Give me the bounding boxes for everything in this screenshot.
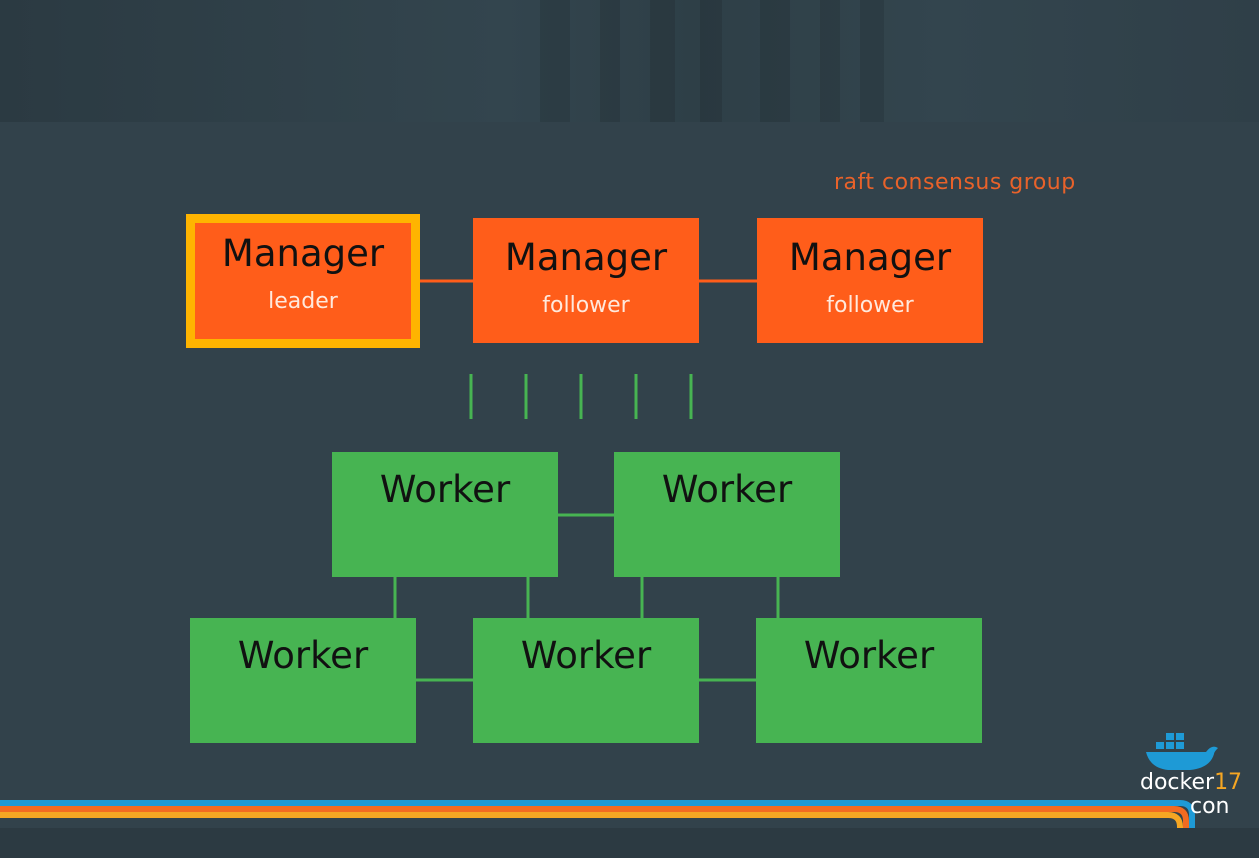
manager-follower-node: Manager follower xyxy=(473,218,699,343)
manager-title: Manager xyxy=(221,232,385,275)
logo-number: 17 xyxy=(1214,770,1243,795)
manager-role: follower xyxy=(542,293,630,318)
worker-title: Worker xyxy=(237,634,369,677)
worker-title: Worker xyxy=(520,634,652,677)
logo-suffix: con xyxy=(1190,794,1230,819)
manager-title: Manager xyxy=(788,236,952,279)
manager-role: leader xyxy=(268,289,338,314)
worker-node: Worker xyxy=(614,452,840,577)
manager-leader-node: Manager leader xyxy=(186,214,420,348)
header-band xyxy=(0,0,1259,122)
logo-wordmark: docker17 xyxy=(1140,770,1243,795)
worker-node: Worker xyxy=(473,618,699,743)
worker-node: Worker xyxy=(756,618,982,743)
manager-title: Manager xyxy=(504,236,668,279)
manager-follower-node: Manager follower xyxy=(757,218,983,343)
docker-whale-icon xyxy=(1146,733,1218,770)
worker-title: Worker xyxy=(803,634,935,677)
bottom-stripes xyxy=(0,800,1259,858)
raft-consensus-caption: raft consensus group xyxy=(834,170,1076,195)
logo-name: docker xyxy=(1140,770,1215,795)
worker-node: Worker xyxy=(332,452,558,577)
worker-title: Worker xyxy=(379,468,511,511)
manager-role: follower xyxy=(826,293,914,318)
worker-title: Worker xyxy=(661,468,793,511)
worker-node: Worker xyxy=(190,618,416,743)
